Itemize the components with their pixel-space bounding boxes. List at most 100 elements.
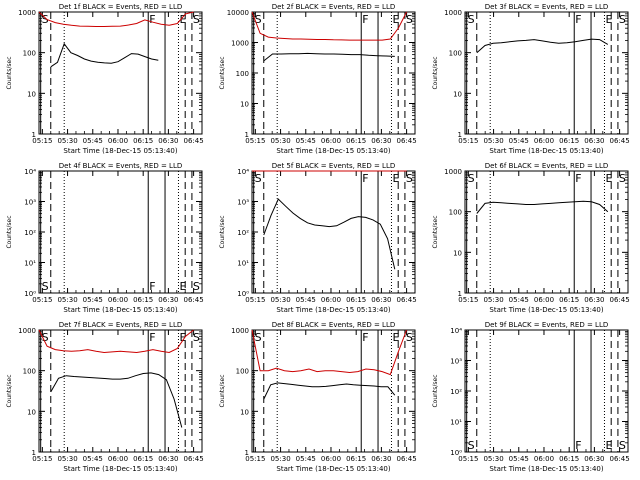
y-tick-label: 10⁰ (24, 290, 36, 298)
chart-title: Det 6f BLACK = Events, RED = LLD (485, 162, 608, 170)
y-axis-label: Counts/sec (6, 56, 13, 89)
chart-panel-4: Det 4f BLACK = Events, RED = LLD Counts/s… (6, 162, 204, 314)
y-tick-label: 1 (32, 131, 36, 139)
x-tick-label: 06:00 (534, 296, 554, 304)
event-marker-label: S (255, 172, 262, 185)
x-tick-label: 05:45 (296, 296, 316, 304)
y-axis-label: Counts/sec (219, 56, 226, 89)
y-tick-label: 10² (24, 229, 36, 237)
series-line-secondary (38, 329, 194, 354)
event-marker-label: S (255, 331, 262, 344)
event-marker-label: E (179, 280, 186, 293)
series-line-secondary (38, 11, 194, 27)
x-tick-label: 05:15 (245, 296, 265, 304)
x-tick-label: 06:30 (158, 137, 178, 145)
series-line-primary (263, 52, 395, 62)
event-marker-label: S (193, 331, 200, 344)
y-tick-label: 10 (453, 90, 462, 98)
x-tick-label: 06:00 (321, 296, 341, 304)
event-marker-label: E (392, 331, 399, 344)
y-tick-label: 1 (32, 449, 36, 457)
event-marker-label: S (619, 172, 626, 185)
y-tick-label: 10¹ (450, 419, 462, 427)
y-tick-label: 10⁰ (237, 290, 249, 298)
x-tick-label: 06:00 (534, 455, 554, 463)
x-axis-label: Start Time (18-Dec-15 05:13:40) (63, 465, 177, 473)
event-marker-label: S (468, 439, 475, 452)
y-axis-label: Counts/sec (6, 374, 13, 407)
x-tick-label: 06:30 (371, 296, 391, 304)
chart-panel-6: Det 6f BLACK = Events, RED = LLD Counts/s… (432, 162, 630, 314)
x-tick-label: 06:00 (108, 296, 128, 304)
chart-panel-2: Det 2f BLACK = Events, RED = LLD Counts/s… (219, 3, 417, 155)
y-tick-label: 10³ (237, 199, 249, 207)
x-tick-label: 05:30 (270, 296, 290, 304)
event-marker-label: F (149, 280, 155, 293)
x-tick-label: 06:45 (610, 137, 630, 145)
series-line-secondary (251, 329, 408, 376)
x-tick-label: 06:45 (397, 455, 417, 463)
x-axis-label: Start Time (18-Dec-15 05:13:40) (276, 465, 390, 473)
chart-title: Det 1f BLACK = Events, RED = LLD (59, 3, 182, 11)
chart-panel-7: Det 7f BLACK = Events, RED = LLD Counts/s… (6, 321, 204, 473)
x-axis-label: Start Time (18-Dec-15 05:13:40) (63, 306, 177, 314)
y-tick-label: 1 (458, 290, 462, 298)
x-tick-label: 06:45 (397, 137, 417, 145)
x-tick-label: 06:15 (133, 455, 153, 463)
plot-frame (251, 170, 416, 294)
x-tick-label: 06:30 (584, 137, 604, 145)
y-tick-label: 10² (450, 388, 462, 396)
x-tick-label: 06:00 (321, 455, 341, 463)
event-marker-label: F (362, 331, 368, 344)
x-tick-label: 05:45 (83, 137, 103, 145)
x-tick-label: 05:30 (483, 455, 503, 463)
x-tick-label: 05:30 (57, 296, 77, 304)
x-tick-label: 05:15 (458, 455, 478, 463)
x-tick-label: 05:45 (509, 455, 529, 463)
x-axis-label: Start Time (18-Dec-15 05:13:40) (489, 147, 603, 155)
y-tick-label: 1000 (231, 40, 249, 48)
x-tick-label: 06:30 (371, 455, 391, 463)
event-marker-label: S (193, 13, 200, 26)
x-tick-label: 06:30 (158, 455, 178, 463)
x-axis-label: Start Time (18-Dec-15 05:13:40) (276, 306, 390, 314)
x-tick-label: 06:00 (321, 137, 341, 145)
plot-frame (251, 329, 416, 453)
chart-title: Det 9f BLACK = Events, RED = LLD (485, 321, 608, 329)
event-marker-label: S (193, 280, 200, 293)
event-marker-label: E (392, 13, 399, 26)
x-tick-label: 06:15 (559, 455, 579, 463)
x-tick-label: 05:45 (296, 455, 316, 463)
x-tick-label: 05:30 (483, 137, 503, 145)
event-marker-label: F (362, 172, 368, 185)
y-tick-label: 1000 (18, 9, 36, 17)
event-marker-label: E (605, 439, 612, 452)
y-tick-label: 10 (27, 90, 36, 98)
series-line-primary (50, 42, 159, 68)
y-axis-label: Counts/sec (6, 215, 13, 248)
x-tick-label: 05:15 (32, 455, 52, 463)
chart-panel-3: Det 3f BLACK = Events, RED = LLD Counts/s… (432, 3, 630, 155)
x-tick-label: 05:15 (458, 137, 478, 145)
chart-panel-5: Det 5f BLACK = Events, RED = LLD Counts/s… (219, 162, 417, 314)
x-tick-label: 06:30 (371, 137, 391, 145)
event-marker-label: S (468, 13, 475, 26)
series-line-primary (263, 382, 396, 400)
y-tick-label: 10¹ (24, 260, 36, 268)
x-tick-label: 06:15 (559, 137, 579, 145)
plot-frame (464, 11, 629, 135)
event-marker-label: S (468, 172, 475, 185)
event-marker-label: F (575, 172, 581, 185)
event-marker-label: F (149, 331, 155, 344)
y-tick-label: 100 (236, 368, 249, 376)
y-axis-label: Counts/sec (219, 374, 226, 407)
x-tick-label: 05:30 (57, 137, 77, 145)
event-marker-label: F (149, 13, 155, 26)
y-tick-label: 1 (245, 449, 249, 457)
event-marker-label: S (406, 13, 413, 26)
y-tick-label: 10⁴ (24, 168, 36, 176)
event-marker-label: E (179, 331, 186, 344)
plot-frame (464, 329, 629, 453)
event-marker-label: E (605, 172, 612, 185)
x-tick-label: 06:30 (584, 455, 604, 463)
